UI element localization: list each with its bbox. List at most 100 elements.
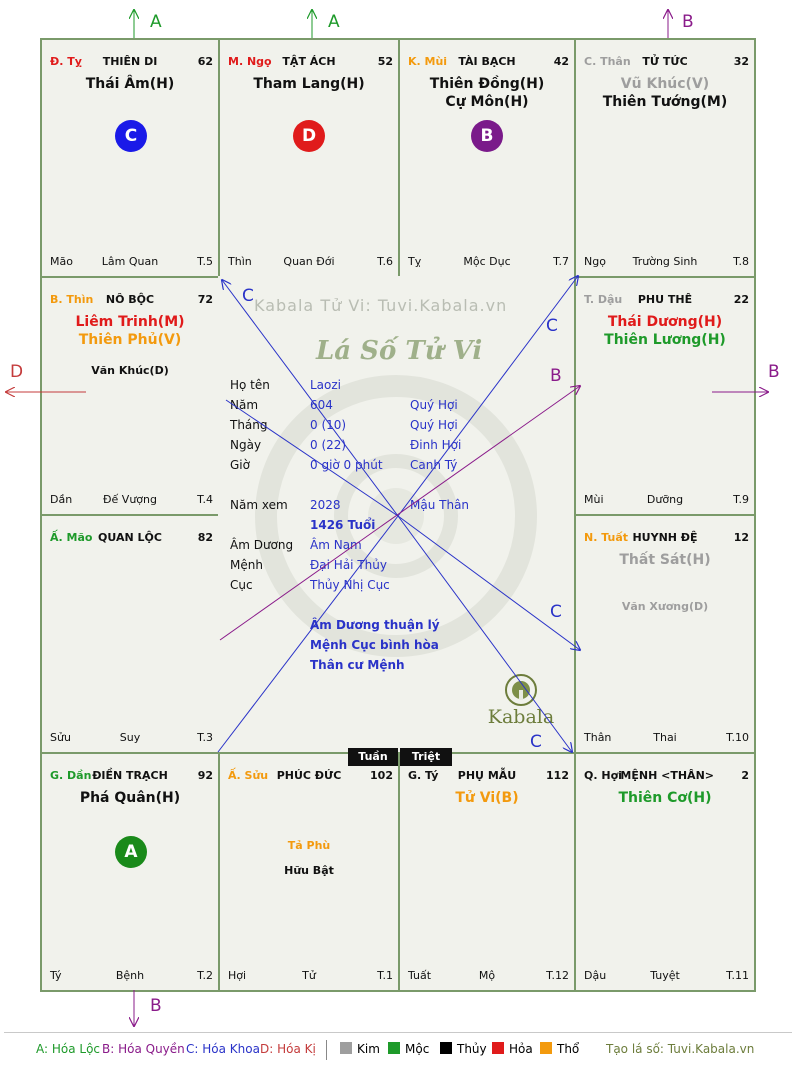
note-am-duong: Âm Dương thuận lý [310,618,440,632]
hoa-khoa-circle: C [115,120,147,152]
thang-value: 0 (10) [310,418,347,432]
can-chi-label: Đ. Tỵ [50,55,82,68]
kim-swatch [340,1042,352,1054]
can-chi-label: M. Ngọ [228,55,272,68]
tieu-han-label: Tý [50,969,62,982]
cell-than-monkey[interactable]: C. Thân TỬ TỨC 32 Vũ Khúc(V) Thiên Tướng… [574,38,756,278]
palace-name: TÀI BẠCH [458,55,516,68]
cell-dan[interactable]: G. Dần ĐIỀN TRẠCH 92 Phá Quân(H) A Tý Bệ… [40,752,220,992]
arrow-label-d: D [10,362,24,382]
dai-han-number: 92 [197,769,213,782]
cell-mao[interactable]: Ấ. Mão QUAN LỘC 82 Sửu Suy T.3 [40,514,220,754]
can-chi-label: B. Thìn [50,293,94,306]
green-lines [134,10,312,38]
legend-thuy-label: Thủy [457,1042,487,1056]
legend-hoa: Hỏa [492,1042,533,1056]
cell-dau[interactable]: T. Dậu PHU THÊ 22 Thái Dương(H) Thiên Lư… [574,276,756,516]
hoa-loc-circle: A [115,836,147,868]
can-chi-label: T. Dậu [584,293,623,306]
cell-suu[interactable]: Ấ. Sửu PHÚC ĐỨC 102 Tả Phù Hữu Bật Hợi T… [218,752,400,992]
dai-han-number: 112 [546,769,569,782]
truong-sinh-label: Trường Sinh [632,255,698,268]
legend-kim-label: Kim [357,1042,380,1056]
main-star: Thái Âm(H) [85,76,175,92]
arrow-label-c: C [530,732,542,752]
note-than: Thân cư Mệnh [310,658,405,672]
legend-thuy: Thủy [440,1042,487,1056]
credit-link[interactable]: Tạo lá số: Tuvi.Kabala.vn [606,1042,755,1056]
tieu-han-label: Thân [584,731,612,744]
truong-sinh-label: Bệnh [115,969,145,982]
nam-value: 604 [310,398,333,412]
dai-han-number: 22 [733,293,749,306]
truong-sinh-label: Tuyệt [650,969,680,982]
hoa-quyen-circle: B [471,120,503,152]
cell-tuat[interactable]: N. Tuất HUYNH ĐỆ 12 Thất Sát(H) Văn Xươn… [574,514,756,754]
cell-hoi[interactable]: Q. Hợi MỆNH <THÂN> 2 Thiên Cơ(H) Dậu Tuy… [574,752,756,992]
arrow-label-c: C [546,316,558,336]
tieu-han-label: Hợi [228,969,247,982]
legend-hoa-quyen: B: Hóa Quyền [102,1042,185,1056]
arrow-label-a: A [328,12,340,32]
dai-han-number: 42 [553,55,569,68]
ho-ten-value: Laozi [310,378,342,392]
tho-swatch [540,1042,552,1054]
cell-ty-snake[interactable]: Đ. Tỵ THIÊN DI 62 Thái Âm(H) C Mão Lâm Q… [40,38,220,278]
legend-separator [326,1040,327,1060]
palace-name: THIÊN DI [102,55,158,68]
dai-han-number: 72 [197,293,213,306]
legend-hoa-khoa: C: Hóa Khoa [186,1042,260,1056]
main-stars: Thiên Đồng(H) Cự Môn(H) [400,75,574,111]
tieu-han-label: Mão [50,255,73,268]
purple-lines [134,10,768,1026]
legend-moc-label: Mộc [405,1042,430,1056]
ngay-value: 0 (22) [310,438,347,452]
tieu-han-label: Sửu [50,731,71,744]
legend-tho-label: Thổ [557,1042,580,1056]
main-star: Thiên Tướng(M) [602,94,728,110]
palace-name: PHỤ MẪU [457,769,517,782]
cell-mui[interactable]: K. Mùi TÀI BẠCH 42 Thiên Đồng(H) Cự Môn(… [398,38,576,278]
dai-han-number: 102 [370,769,393,782]
center-panel: Kabala Tử Vi: Tuvi.Kabala.vn Lá Số Tử Vi… [218,276,574,752]
brand-name: Kabala [487,706,555,728]
main-stars: Vũ Khúc(V) Thiên Tướng(M) [576,75,754,111]
tieu-han-label: Thìn [228,255,252,268]
can-chi-label: Q. Hợi [584,769,622,782]
tieu-han-label: Mùi [584,493,604,506]
can-chi-label: Ấ. Mão [50,531,93,544]
bagua-watermark [255,375,537,657]
main-star: Vũ Khúc(V) [620,76,710,92]
main-star: Tham Lang(H) [253,76,365,92]
palace-name: TẬT ÁCH [282,55,336,68]
palace-name: QUAN LỘC [98,531,162,544]
truong-sinh-label: Thai [653,731,677,744]
main-star: Thiên Cơ(H) [618,790,712,806]
legend-hoa-loc: A: Hóa Lộc [36,1042,101,1056]
cell-thin[interactable]: B. Thìn NÔ BỘC 72 Liêm Trinh(M) Thiên Ph… [40,276,220,516]
thang-label: T.5 [197,255,213,268]
minor-star: Hữu Bật [284,864,334,877]
arrow-label-b: B [682,12,694,32]
truong-sinh-label: Mộc Dục [463,255,511,268]
dai-han-number: 82 [197,531,213,544]
gio-label: Giờ [230,458,250,472]
tieu-han-label: Ngọ [584,255,606,268]
hoa-ki-circle: D [293,120,325,152]
minor-star: Tả Phù [287,839,331,852]
gio-can-chi: Canh Tý [410,458,458,472]
tieu-han-label: Dần [50,493,73,506]
truong-sinh-label: Suy [119,731,141,744]
thang-label: T.7 [553,255,569,268]
can-chi-label: N. Tuất [584,531,629,544]
cell-ngo[interactable]: M. Ngọ TẬT ÁCH 52 Tham Lang(H) D Thìn Qu… [218,38,400,278]
arrow-label-a: A [150,12,162,32]
cell-ty-rat[interactable]: G. Tý PHỤ MẪU 112 Tử Vi(B) Tuất Mộ T.12 [398,752,576,992]
minor-star: Văn Xương(D) [621,600,709,613]
am-duong-label: Âm Dương [230,538,294,552]
thang-label: T.2 [197,969,213,982]
tuoi-value: 1426 Tuổi [310,518,376,532]
main-star: Liêm Trinh(M) [75,314,185,330]
tuan-tag: Tuần [348,748,398,766]
tieu-han-label: Dậu [584,969,607,982]
